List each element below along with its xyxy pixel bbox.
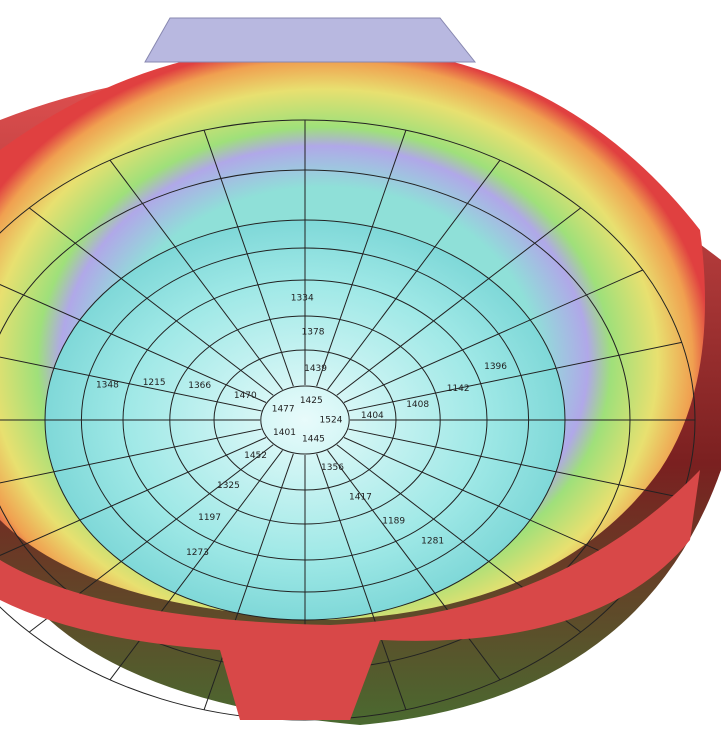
cell-label: 1524 bbox=[320, 416, 343, 426]
cell-label: 1197 bbox=[198, 513, 221, 523]
cell-label: 1348 bbox=[96, 380, 119, 390]
cell-label: 1470 bbox=[234, 391, 257, 401]
cell-label: 1334 bbox=[291, 294, 314, 304]
grid-spoke bbox=[316, 130, 407, 387]
grid-spoke bbox=[348, 428, 682, 499]
grid-spoke bbox=[316, 453, 407, 710]
grid-spoke bbox=[343, 269, 643, 403]
grid-spoke bbox=[109, 159, 283, 390]
top-opening bbox=[144, 17, 477, 63]
cell-label: 1439 bbox=[304, 364, 327, 374]
cell-label: 1366 bbox=[188, 381, 211, 391]
grid-spoke bbox=[0, 437, 267, 557]
grid-spoke bbox=[203, 130, 294, 387]
grid-spoke bbox=[327, 450, 501, 681]
cell-label: 1215 bbox=[143, 378, 166, 388]
grid-spoke bbox=[109, 450, 283, 681]
grid-spoke bbox=[348, 341, 682, 412]
grid-spoke bbox=[203, 453, 294, 710]
cell-label: 1281 bbox=[421, 537, 444, 547]
cell-label: 1401 bbox=[273, 428, 296, 438]
grid-spoke bbox=[336, 207, 582, 396]
cell-label: 1452 bbox=[244, 451, 267, 461]
cell-label: 1425 bbox=[300, 396, 323, 406]
cell-label: 1189 bbox=[382, 517, 405, 527]
grid-ring bbox=[260, 385, 350, 455]
labels: 1524 1445 1401 1477 1425 1404 1356 1452 1470 1439… bbox=[96, 294, 507, 558]
cell-label: 1445 bbox=[302, 434, 325, 444]
grid-spoke bbox=[0, 356, 262, 412]
cell-label: 1408 bbox=[406, 400, 429, 410]
cell-label: 1477 bbox=[272, 405, 295, 415]
cell-label: 1378 bbox=[302, 328, 325, 338]
rim bbox=[0, 470, 700, 720]
grid-spoke bbox=[343, 437, 643, 571]
grid-spoke bbox=[28, 207, 274, 396]
grid-spoke bbox=[0, 428, 262, 484]
grid-spoke bbox=[327, 159, 501, 390]
cell-label: 1325 bbox=[217, 481, 240, 491]
cell-label: 1417 bbox=[349, 492, 372, 502]
cell-label: 1273 bbox=[186, 548, 209, 558]
cell-label: 1404 bbox=[361, 411, 384, 421]
cell-label: 1396 bbox=[484, 362, 507, 372]
cell-label: 1142 bbox=[447, 384, 470, 394]
cell-label: 1356 bbox=[321, 463, 344, 473]
grid-spoke bbox=[0, 283, 267, 403]
